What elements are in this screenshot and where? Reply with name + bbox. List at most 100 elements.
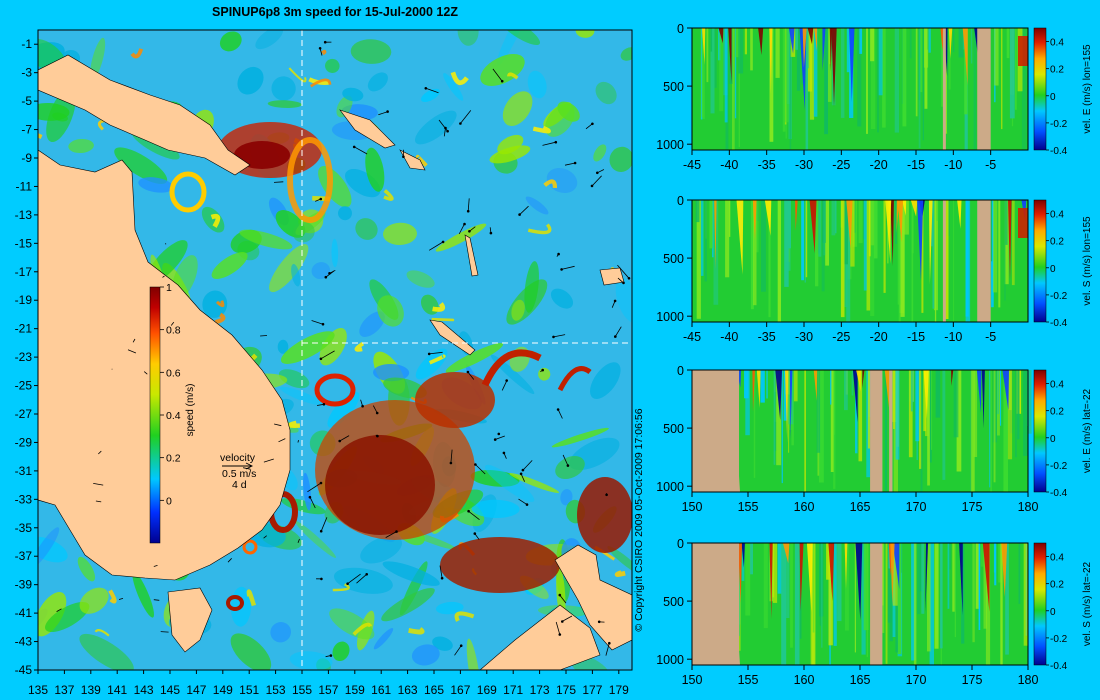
velocity-arrow-head	[521, 468, 525, 472]
section-streak	[973, 370, 978, 457]
map-texture-cell	[289, 651, 333, 670]
section-streak	[948, 28, 951, 90]
section-streak	[719, 28, 724, 112]
section-streak	[818, 200, 822, 257]
velocity-arrow	[93, 483, 104, 486]
section-streak	[866, 28, 868, 134]
map-texture-cell	[239, 229, 293, 250]
section-y-tick-label: 0	[677, 364, 684, 378]
velocity-arrow	[468, 510, 480, 521]
map-texture-filament	[130, 48, 144, 59]
map-texture-filament	[614, 570, 626, 577]
eddy-ring-small	[226, 595, 244, 611]
velocity-arrow-head	[424, 87, 428, 90]
map-texture-cell	[525, 196, 549, 215]
velocity-arrow-head	[552, 335, 555, 339]
map-x-tick-label: 135	[28, 683, 48, 697]
section-streak	[744, 28, 747, 55]
section-colorbar-tick-label: -0.4	[1050, 318, 1068, 329]
map-texture-filament	[450, 71, 469, 86]
map-x-tick-label: 171	[503, 683, 523, 697]
map-texture-cell	[280, 386, 323, 405]
section-x-tick-label: -35	[758, 330, 776, 344]
velocity-arrow-head	[375, 411, 379, 415]
map-x-axis: 135 137 139 141 143 145 147 149 151 153 155 157 159 1…	[28, 670, 629, 697]
section-colorbar-tick-label: -0.2	[1050, 291, 1068, 302]
section-streak	[993, 370, 996, 483]
map-texture-cell	[432, 636, 453, 651]
velocity-key-arrowhead	[245, 462, 254, 470]
section-streak	[793, 370, 798, 402]
section-y-tick-label: 1000	[656, 653, 684, 667]
map-texture-cell	[294, 520, 336, 558]
map-y-tick-label: -41	[15, 606, 33, 620]
section-streak	[773, 370, 778, 451]
section-streak	[724, 28, 728, 123]
map-texture-cell	[414, 110, 457, 145]
map-texture-cell	[620, 47, 632, 61]
velocity-arrow	[307, 482, 322, 493]
section-core	[736, 200, 744, 275]
map-texture-cell	[382, 561, 440, 586]
section-streak	[917, 543, 921, 615]
map-y-tick-label: -25	[15, 379, 33, 393]
section-y-tick-label: 500	[663, 80, 684, 94]
section-streak	[709, 200, 713, 249]
section-streak	[870, 200, 875, 317]
velocity-arrow	[617, 264, 630, 279]
section-colorbar-tick-label: -0.4	[1050, 488, 1068, 499]
section-streak	[763, 543, 768, 629]
section-streak	[775, 28, 780, 78]
section-streak	[973, 28, 977, 150]
section-y-tick-label: 500	[663, 422, 684, 436]
section-core	[795, 200, 798, 231]
section-core	[822, 28, 826, 71]
section-x-tick-label: 150	[682, 500, 703, 514]
section-core	[702, 28, 706, 65]
section-streak	[953, 370, 959, 438]
eddy-jet-2	[557, 366, 592, 392]
map-texture-cell	[303, 472, 312, 511]
map-texture-cell	[496, 30, 526, 67]
velocity-arrow	[458, 223, 465, 235]
section-streak	[920, 370, 923, 492]
map-texture-cell	[590, 362, 621, 399]
velocity-arrow	[143, 371, 148, 375]
section-streak	[949, 543, 951, 570]
section-streak	[804, 28, 809, 69]
section-streak	[883, 200, 886, 293]
velocity-arrow-head	[502, 451, 506, 455]
section-streak	[919, 543, 923, 592]
section-streak	[777, 200, 781, 322]
section-colorbar-ramp	[1033, 27, 1047, 151]
map-texture-cell	[373, 363, 410, 382]
section-streak	[1017, 370, 1020, 440]
section-streak	[700, 200, 704, 276]
section-streak	[942, 370, 946, 480]
section-streak	[887, 543, 892, 623]
map-texture-cell	[318, 165, 352, 208]
section-panel-vel-E-lat-22: 150 155 160 165 170 175 180 0 500 1000 0.4 0.2 0 -0.2…	[656, 364, 1093, 514]
section-colorbar-tick-label: -0.4	[1050, 146, 1068, 157]
velocity-arrow	[297, 538, 300, 543]
section-streak	[985, 543, 991, 665]
section-streak	[846, 200, 851, 322]
section-streak	[1015, 28, 1017, 110]
map-x-tick-label: 161	[371, 683, 391, 697]
velocity-arrow	[522, 460, 533, 471]
velocity-arrow-head	[319, 481, 323, 485]
map-y-tick-label: -13	[15, 208, 33, 222]
map-texture-cell	[435, 223, 487, 252]
map-texture-cell	[331, 238, 339, 268]
section-streak	[870, 28, 875, 62]
velocity-arrow-head	[466, 370, 470, 374]
section-core	[951, 370, 954, 386]
section-streak	[830, 370, 834, 472]
section-streak	[934, 200, 937, 322]
section-streak	[738, 543, 740, 636]
section-streak	[816, 370, 821, 453]
velocity-arrow	[354, 146, 368, 155]
eddy-solomon	[287, 137, 333, 223]
section-core	[752, 370, 755, 412]
section-streak	[749, 543, 753, 575]
